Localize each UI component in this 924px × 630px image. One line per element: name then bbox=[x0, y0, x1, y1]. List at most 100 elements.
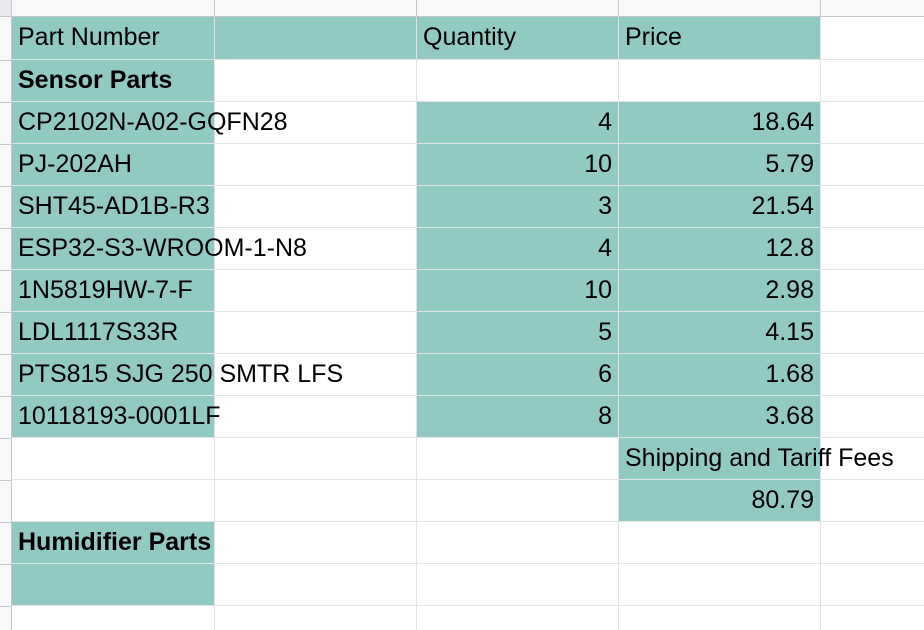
cell-section-humidifier[interactable]: Humidifier Parts bbox=[12, 522, 215, 564]
cell-part-number[interactable]: SHT45-AD1B-R3 bbox=[12, 186, 215, 228]
row-header-divider[interactable] bbox=[0, 606, 12, 607]
cell-section-sensor[interactable]: Sensor Parts bbox=[12, 60, 215, 102]
row-header-bar[interactable] bbox=[0, 17, 12, 630]
cell-empty[interactable] bbox=[821, 354, 924, 396]
cell-empty[interactable] bbox=[215, 522, 417, 564]
cell-empty[interactable] bbox=[215, 186, 417, 228]
cell-empty[interactable] bbox=[619, 60, 821, 102]
cell-empty[interactable] bbox=[417, 438, 619, 480]
price-text: 2.98 bbox=[765, 276, 814, 304]
row-header-divider[interactable] bbox=[0, 102, 12, 103]
cell-empty[interactable] bbox=[821, 564, 924, 606]
row-header-divider[interactable] bbox=[0, 270, 12, 271]
cell-empty[interactable] bbox=[215, 60, 417, 102]
cell-empty[interactable] bbox=[215, 270, 417, 312]
column-header-divider[interactable] bbox=[416, 0, 417, 17]
cell-empty[interactable] bbox=[215, 606, 417, 630]
cell-price[interactable]: 2.98 bbox=[619, 270, 821, 312]
cell-part-number[interactable]: LDL1117S33R bbox=[12, 312, 215, 354]
cell-empty[interactable] bbox=[12, 438, 215, 480]
cell-empty[interactable] bbox=[821, 270, 924, 312]
cell-empty[interactable] bbox=[821, 480, 924, 522]
cell-quantity[interactable]: 8 bbox=[417, 396, 619, 438]
cell-empty[interactable] bbox=[215, 396, 417, 438]
cell-part-number[interactable]: ESP32-S3-WROOM-1-N8 bbox=[12, 228, 307, 270]
cell-quantity[interactable]: 4 bbox=[417, 102, 619, 144]
cell-empty[interactable] bbox=[215, 354, 417, 396]
cell-header-b[interactable] bbox=[215, 17, 417, 60]
cell-empty[interactable] bbox=[821, 186, 924, 228]
cell-part-number[interactable]: PJ-202AH bbox=[12, 144, 215, 186]
cell-empty[interactable] bbox=[821, 522, 924, 564]
cell-empty[interactable] bbox=[215, 438, 417, 480]
cell-empty[interactable] bbox=[417, 606, 619, 630]
cell-empty-highlighted[interactable] bbox=[12, 564, 215, 606]
cell-price[interactable]: 12.8 bbox=[619, 228, 821, 270]
part-number-text: CP2102N-A02-GQFN28 bbox=[18, 108, 288, 136]
cell-empty[interactable] bbox=[417, 480, 619, 522]
cell-empty[interactable] bbox=[821, 438, 924, 480]
row-header-divider[interactable] bbox=[0, 396, 12, 397]
cell-empty[interactable] bbox=[821, 606, 924, 630]
cell-price[interactable]: 5.79 bbox=[619, 144, 821, 186]
cell-empty[interactable] bbox=[619, 522, 821, 564]
row-header-divider[interactable] bbox=[0, 312, 12, 313]
cell-empty[interactable] bbox=[215, 312, 417, 354]
row-header-divider[interactable] bbox=[0, 438, 12, 439]
column-header-bar[interactable] bbox=[0, 0, 924, 17]
cell-empty[interactable] bbox=[821, 60, 924, 102]
cell-empty[interactable] bbox=[821, 144, 924, 186]
cell-empty[interactable] bbox=[821, 17, 924, 60]
column-header-divider[interactable] bbox=[214, 0, 215, 17]
cell-price[interactable]: 18.64 bbox=[619, 102, 821, 144]
row-header-divider[interactable] bbox=[0, 186, 12, 187]
row-header-divider[interactable] bbox=[0, 60, 12, 61]
row-header-divider[interactable] bbox=[0, 480, 12, 481]
cell-header-price[interactable]: Price bbox=[619, 17, 821, 60]
column-header-divider[interactable] bbox=[618, 0, 619, 17]
cell-shipping-value[interactable]: 80.79 bbox=[619, 480, 821, 522]
cell-quantity[interactable]: 6 bbox=[417, 354, 619, 396]
cell-price[interactable]: 4.15 bbox=[619, 312, 821, 354]
cell-empty[interactable] bbox=[417, 60, 619, 102]
row-header-divider[interactable] bbox=[0, 144, 12, 145]
cell-shipping-label[interactable]: Shipping and Tariff Fees bbox=[619, 438, 894, 480]
cell-quantity[interactable]: 10 bbox=[417, 144, 619, 186]
cell-empty[interactable] bbox=[619, 564, 821, 606]
cell-empty[interactable] bbox=[215, 228, 417, 270]
cell-empty[interactable] bbox=[12, 480, 215, 522]
select-all-corner[interactable] bbox=[0, 0, 12, 17]
cell-price[interactable]: 3.68 bbox=[619, 396, 821, 438]
cell-empty[interactable] bbox=[821, 312, 924, 354]
column-header-divider[interactable] bbox=[820, 0, 821, 17]
cell-empty[interactable] bbox=[215, 144, 417, 186]
cell-header-quantity[interactable]: Quantity bbox=[417, 17, 619, 60]
cell-part-number[interactable]: PTS815 SJG 250 SMTR LFS bbox=[12, 354, 343, 396]
part-number-text: 10118193-0001LF bbox=[18, 402, 221, 430]
row-header-divider[interactable] bbox=[0, 522, 12, 523]
cell-part-number[interactable]: 10118193-0001LF bbox=[12, 396, 221, 438]
cell-part-number[interactable]: 1N5819HW-7-F bbox=[12, 270, 215, 312]
cell-part-number[interactable]: CP2102N-A02-GQFN28 bbox=[12, 102, 288, 144]
cell-quantity[interactable]: 10 bbox=[417, 270, 619, 312]
cell-header-part-number[interactable]: Part Number bbox=[12, 17, 215, 60]
cell-price[interactable]: 21.54 bbox=[619, 186, 821, 228]
cell-quantity[interactable]: 3 bbox=[417, 186, 619, 228]
cell-empty[interactable] bbox=[215, 102, 417, 144]
cell-empty[interactable] bbox=[417, 564, 619, 606]
cell-empty[interactable] bbox=[821, 228, 924, 270]
cell-price[interactable]: 1.68 bbox=[619, 354, 821, 396]
row-header-divider[interactable] bbox=[0, 354, 12, 355]
row-header-divider[interactable] bbox=[0, 228, 12, 229]
cell-quantity[interactable]: 4 bbox=[417, 228, 619, 270]
cell-quantity[interactable]: 5 bbox=[417, 312, 619, 354]
cell-empty[interactable] bbox=[417, 522, 619, 564]
cell-empty[interactable] bbox=[215, 480, 417, 522]
header-quantity-text: Quantity bbox=[423, 23, 517, 51]
cell-empty[interactable] bbox=[215, 564, 417, 606]
cell-empty[interactable] bbox=[821, 396, 924, 438]
cell-empty[interactable] bbox=[12, 606, 215, 630]
cell-empty[interactable] bbox=[619, 606, 821, 630]
row-header-divider[interactable] bbox=[0, 564, 12, 565]
cell-empty[interactable] bbox=[821, 102, 924, 144]
